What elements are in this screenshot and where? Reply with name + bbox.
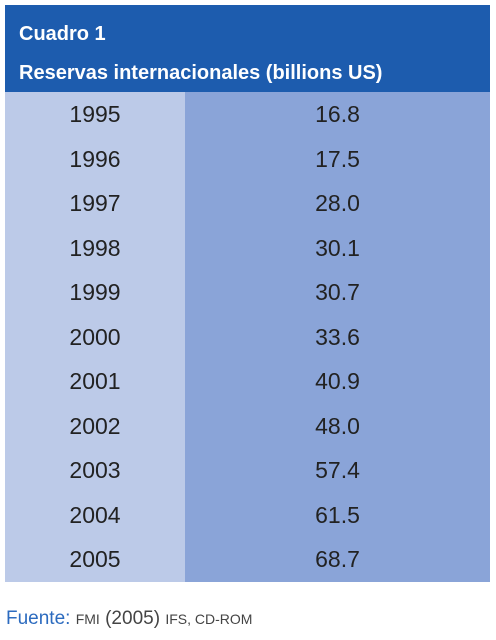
- source-text: FMI: [75, 611, 100, 627]
- value-cell: 30.1: [315, 234, 360, 261]
- table-header: Cuadro 1 Reservas internacionales (billi…: [5, 5, 490, 92]
- value-cell: 16.8: [315, 101, 360, 127]
- year-cell: 2002: [69, 412, 121, 439]
- year-cell: 1996: [69, 145, 121, 172]
- column-background: [185, 92, 490, 582]
- subtitle: Reservas internacionales (billions US): [19, 62, 383, 84]
- source-text: IFS, CD-ROM: [165, 611, 253, 627]
- year-cell: 2000: [69, 323, 121, 350]
- year-cell: 1995: [69, 101, 121, 127]
- year-cell: 2004: [69, 501, 121, 528]
- year-cell: 1998: [69, 234, 121, 261]
- value-cell: 68.7: [315, 546, 360, 572]
- table-row: 1999 30.7: [5, 270, 490, 315]
- value-cell: 48.0: [315, 412, 360, 439]
- value-cell: 17.5: [315, 145, 360, 172]
- source-label: Fuente:: [6, 608, 71, 629]
- table-row: 2005 68.7: [5, 537, 490, 582]
- value-cell: 57.4: [315, 457, 360, 483]
- year-cell: 1997: [69, 190, 121, 216]
- source-note: Fuente: FMI (2005) IFS, CD-ROM: [6, 608, 252, 630]
- table-row: 2000 33.6: [5, 315, 490, 360]
- table-row: 1995 16.8: [5, 92, 490, 137]
- table-row: 1997 28.0: [5, 181, 490, 226]
- table-row: 1996 17.5: [5, 137, 490, 182]
- title: Cuadro 1: [19, 23, 106, 45]
- value-cell: 28.0: [315, 190, 360, 216]
- value-cell: 40.9: [315, 368, 360, 394]
- value-cell: 61.5: [315, 501, 360, 528]
- table-row: 2001 40.9: [5, 359, 490, 404]
- table-row: 1998 30.1: [5, 226, 490, 271]
- column-background: [5, 92, 185, 582]
- table: 1995 16.8 1996 17.5 1997 28.0 1998 30.1 1999 30.7…: [5, 92, 490, 582]
- year-cell: 2003: [69, 457, 121, 483]
- table-row: 2004 61.5: [5, 493, 490, 538]
- table-row: 2002 48.0: [5, 404, 490, 449]
- year-cell: 2001: [69, 368, 121, 394]
- year-cell: 2005: [69, 546, 121, 572]
- value-cell: 33.6: [315, 323, 360, 350]
- year-cell: 1999: [69, 279, 121, 305]
- table-row: 2003 57.4: [5, 448, 490, 493]
- value-cell: 30.7: [315, 279, 360, 305]
- source-text: (2005): [105, 608, 161, 629]
